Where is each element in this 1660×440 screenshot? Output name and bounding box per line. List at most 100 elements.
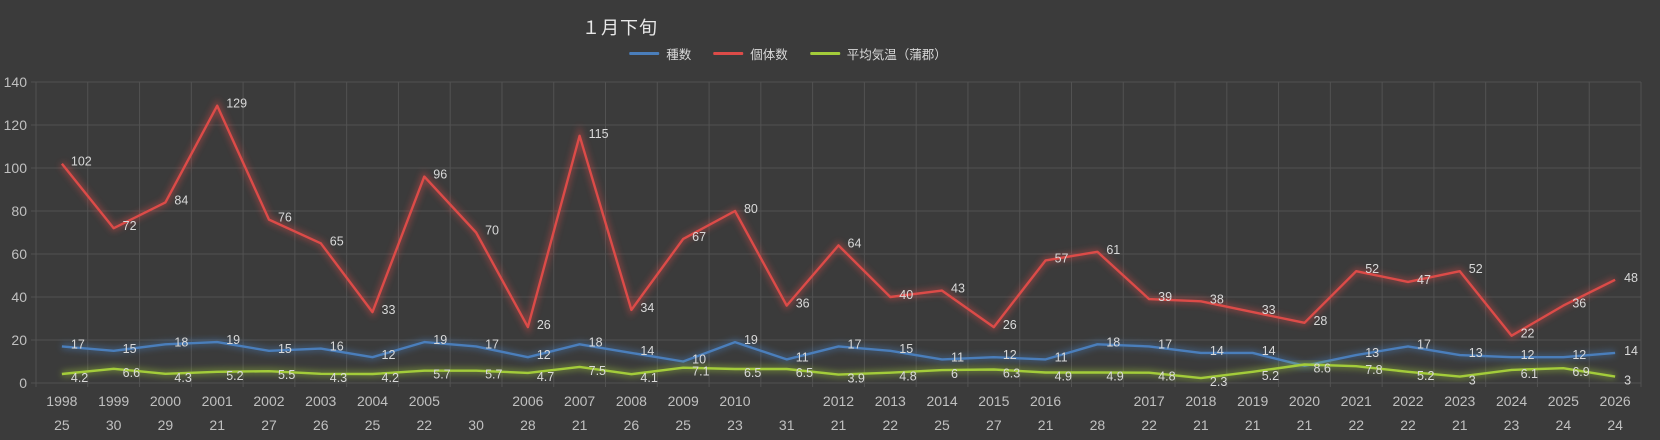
x-axis-year-label: 2019 <box>1237 393 1268 409</box>
data-label: 43 <box>951 282 965 296</box>
individuals-line-swatch-icon <box>713 52 744 55</box>
data-label: 4.3 <box>330 371 347 385</box>
legend-label-individuals: 個体数 <box>750 48 788 62</box>
x-axis-year-label: 2025 <box>1548 393 1579 409</box>
data-label: 12 <box>1003 348 1017 362</box>
data-label: 52 <box>1365 262 1379 276</box>
legend-label-species: 種数 <box>666 48 692 62</box>
data-label: 5.7 <box>433 368 450 382</box>
data-label: 3 <box>1624 374 1631 388</box>
data-label: 102 <box>71 155 92 169</box>
data-label: 14 <box>1624 344 1638 358</box>
data-label: 8.6 <box>1313 362 1330 376</box>
x-axis-day-label: 23 <box>727 417 743 433</box>
data-label: 80 <box>744 202 758 216</box>
data-label: 3 <box>1469 374 1476 388</box>
data-label: 13 <box>1365 346 1379 360</box>
data-label: 5.2 <box>226 369 243 383</box>
data-label: 4.9 <box>1106 369 1123 383</box>
data-label: 5.2 <box>1262 369 1279 383</box>
data-label: 15 <box>278 342 292 356</box>
x-axis-year-label: 2010 <box>719 393 750 409</box>
data-label: 3.9 <box>848 372 865 386</box>
x-axis-year-label: 2021 <box>1341 393 1372 409</box>
x-axis-year-label: 2013 <box>875 393 906 409</box>
x-axis-day-label: 22 <box>1141 417 1157 433</box>
x-axis-day-label: 26 <box>624 417 640 433</box>
data-label: 17 <box>1417 337 1431 351</box>
x-axis-day-label: 25 <box>365 417 381 433</box>
x-axis-year-label: 2001 <box>202 393 233 409</box>
x-axis-year-label: 2014 <box>926 393 957 409</box>
data-label: 12 <box>382 348 396 362</box>
data-label: 6.5 <box>796 366 813 380</box>
legend-item-individuals[interactable]: 個体数 <box>713 44 788 63</box>
data-label: 16 <box>330 340 344 354</box>
x-axis-year-label: 2003 <box>305 393 336 409</box>
x-axis-year-label: 2026 <box>1600 393 1631 409</box>
data-label: 12 <box>1521 348 1535 362</box>
data-label: 13 <box>1469 346 1483 360</box>
data-label: 11 <box>1055 350 1068 364</box>
data-label: 57 <box>1055 251 1069 265</box>
data-label: 15 <box>123 342 137 356</box>
data-label: 26 <box>537 318 551 332</box>
x-axis-day-label: 25 <box>675 417 691 433</box>
data-label: 4.7 <box>537 370 554 384</box>
data-label: 4.8 <box>899 370 916 384</box>
x-axis-day-label: 22 <box>1348 417 1364 433</box>
data-label: 61 <box>1106 243 1120 257</box>
x-axis-day-label: 22 <box>882 417 898 433</box>
data-label: 11 <box>796 350 809 364</box>
legend-item-temperature[interactable]: 平均気温（蒲郡） <box>809 44 947 63</box>
data-label: 72 <box>123 219 137 233</box>
data-label: 52 <box>1469 262 1483 276</box>
data-label: 2.3 <box>1210 375 1227 389</box>
data-label: 12 <box>1572 348 1586 362</box>
legend: 種数 個体数 平均気温（蒲郡） <box>629 44 947 63</box>
x-axis-day-label: 28 <box>520 417 536 433</box>
x-axis-day-label: 22 <box>417 417 433 433</box>
y-axis-label: 120 <box>4 117 28 133</box>
x-axis-year-label: 2020 <box>1289 393 1320 409</box>
legend-label-temperature: 平均気温（蒲郡） <box>846 48 947 62</box>
chart-title: １月下旬 <box>582 18 658 38</box>
data-label: 15 <box>899 342 913 356</box>
series-species <box>61 340 1616 367</box>
x-axis-day-label: 26 <box>313 417 329 433</box>
data-label: 17 <box>485 337 499 351</box>
x-axis-day-label: 21 <box>209 417 225 433</box>
y-axis-label: 20 <box>11 332 27 348</box>
data-label: 36 <box>1572 297 1586 311</box>
x-axis-year-label: 2000 <box>150 393 181 409</box>
data-label: 4.8 <box>1158 370 1175 384</box>
data-label: 14 <box>640 344 654 358</box>
data-label: 6.3 <box>1003 366 1020 380</box>
y-axis-label: 0 <box>19 375 27 391</box>
x-axis-year-label: 2009 <box>668 393 699 409</box>
x-axis-year-label: 2015 <box>978 393 1009 409</box>
x-axis-day-label: 30 <box>468 417 484 433</box>
data-label: 17 <box>71 337 85 351</box>
data-label: 17 <box>1158 337 1172 351</box>
legend-item-species[interactable]: 種数 <box>629 44 691 63</box>
x-axis-year-label: 2007 <box>564 393 595 409</box>
data-label: 17 <box>848 337 862 351</box>
data-label: 19 <box>744 333 758 347</box>
data-label: 6.1 <box>1521 367 1538 381</box>
x-axis-day-label: 27 <box>261 417 277 433</box>
x-axis-day-label: 29 <box>158 417 174 433</box>
data-label: 6.5 <box>744 366 761 380</box>
x-axis-year-label: 2017 <box>1134 393 1165 409</box>
data-label: 14 <box>1210 344 1224 358</box>
data-label: 6 <box>951 367 958 381</box>
data-label: 4.2 <box>382 371 399 385</box>
data-label: 5.5 <box>278 368 295 382</box>
data-label: 39 <box>1158 290 1172 304</box>
x-axis-day-label: 22 <box>1400 417 1416 433</box>
series-individuals <box>60 104 1616 337</box>
data-label: 5.7 <box>485 368 502 382</box>
temperature-line-swatch-icon <box>809 52 840 55</box>
data-label: 18 <box>1106 335 1120 349</box>
x-axis-day-label: 21 <box>1038 417 1054 433</box>
